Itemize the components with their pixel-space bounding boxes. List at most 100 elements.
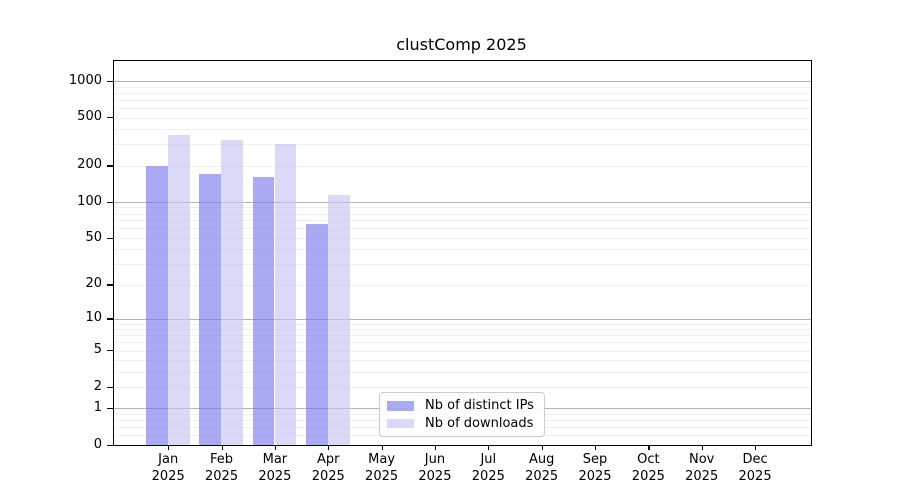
x-axis-tick bbox=[381, 445, 383, 451]
x-axis-tick-label: Jun 2025 bbox=[403, 452, 467, 485]
bar-feb-downloads bbox=[221, 140, 243, 445]
bar-apr-distinct-ips bbox=[306, 224, 328, 445]
x-axis-tick-label: Aug 2025 bbox=[510, 452, 574, 485]
y-axis-tick bbox=[107, 444, 113, 446]
x-label-month: Aug bbox=[528, 452, 555, 467]
x-label-month: Apr bbox=[317, 452, 340, 467]
y-axis-tick-label: 1000 bbox=[68, 72, 102, 88]
x-label-year: 2025 bbox=[471, 468, 505, 484]
x-label-year: 2025 bbox=[151, 468, 185, 484]
minor-gridline bbox=[114, 144, 811, 146]
x-axis-tick-label: Sep 2025 bbox=[563, 452, 627, 485]
minor-gridline bbox=[114, 335, 811, 337]
minor-gridline bbox=[114, 228, 811, 230]
minor-gridline bbox=[114, 249, 811, 251]
bar-feb-distinct-ips bbox=[199, 173, 222, 445]
x-axis-tick bbox=[541, 445, 543, 451]
chart-title: clustComp 2025 bbox=[396, 35, 527, 54]
minor-gridline bbox=[114, 99, 811, 101]
x-axis-tick bbox=[221, 445, 223, 451]
legend-swatch-distinct-ips bbox=[387, 401, 414, 411]
minor-gridline bbox=[114, 323, 811, 325]
x-label-month: Dec bbox=[742, 452, 768, 467]
x-axis-tick-label: Mar 2025 bbox=[243, 452, 307, 485]
y-axis-tick-label: 0 bbox=[93, 436, 102, 452]
x-label-month: Sep bbox=[582, 452, 608, 467]
x-label-year: 2025 bbox=[578, 468, 612, 484]
minor-gridline bbox=[114, 86, 811, 88]
minor-gridline bbox=[114, 371, 811, 373]
x-axis-tick bbox=[434, 445, 437, 451]
y-axis-tick bbox=[107, 408, 113, 410]
minor-gridline bbox=[114, 220, 811, 222]
minor-gridline bbox=[114, 350, 811, 352]
x-axis-tick bbox=[701, 445, 703, 451]
y-axis-tick-label: 500 bbox=[77, 109, 102, 125]
bar-jan-downloads bbox=[167, 135, 190, 445]
x-axis-tick-label: Dec 2025 bbox=[723, 452, 787, 485]
x-axis-tick bbox=[328, 445, 330, 451]
y-axis-tick-label: 20 bbox=[85, 276, 102, 292]
plot-area bbox=[113, 60, 812, 446]
y-axis-tick bbox=[107, 386, 113, 388]
x-label-year: 2025 bbox=[258, 468, 292, 484]
minor-gridline bbox=[114, 387, 811, 389]
minor-gridline bbox=[114, 213, 811, 215]
major-gridline bbox=[114, 318, 811, 320]
minor-gridline bbox=[114, 360, 811, 362]
y-axis-tick bbox=[107, 350, 113, 352]
x-axis-tick bbox=[755, 445, 757, 451]
y-axis-tick bbox=[107, 201, 113, 203]
y-axis-tick-label: 50 bbox=[85, 229, 102, 245]
minor-gridline bbox=[114, 165, 811, 167]
legend-swatch-downloads bbox=[387, 418, 414, 428]
minor-gridline bbox=[114, 342, 811, 344]
minor-gridline bbox=[114, 129, 811, 131]
x-axis-tick bbox=[648, 445, 650, 451]
legend-label: Nb of downloads bbox=[425, 415, 534, 431]
legend-item: Nb of downloads bbox=[387, 415, 537, 433]
x-axis-tick bbox=[595, 445, 597, 451]
major-gridline bbox=[114, 81, 811, 83]
x-label-year: 2025 bbox=[525, 468, 559, 484]
y-axis-tick bbox=[107, 165, 113, 167]
minor-gridline bbox=[114, 207, 811, 209]
y-axis-tick bbox=[107, 318, 113, 320]
x-axis-tick-label: Jul 2025 bbox=[456, 452, 520, 485]
bar-mar-distinct-ips bbox=[252, 177, 275, 445]
x-axis-tick-label: Feb 2025 bbox=[190, 452, 254, 485]
bar-jan-distinct-ips bbox=[146, 165, 168, 445]
legend: Nb of distinct IPs Nb of downloads bbox=[379, 392, 545, 437]
minor-gridline bbox=[114, 284, 811, 286]
x-label-month: Jul bbox=[480, 452, 497, 467]
x-label-year: 2025 bbox=[685, 468, 719, 484]
minor-gridline bbox=[114, 92, 811, 94]
y-axis-tick bbox=[107, 284, 113, 286]
y-axis-tick-label: 2 bbox=[93, 378, 102, 394]
x-label-month: Oct bbox=[637, 452, 660, 467]
bar-mar-downloads bbox=[274, 144, 297, 445]
y-axis-tick-label: 1 bbox=[93, 400, 102, 416]
x-label-month: Nov bbox=[689, 452, 715, 467]
x-label-month: Mar bbox=[262, 452, 288, 467]
minor-gridline bbox=[114, 117, 811, 119]
y-axis-tick-label: 10 bbox=[85, 310, 102, 326]
y-axis-tick bbox=[107, 117, 113, 119]
y-axis-tick bbox=[107, 80, 113, 82]
x-label-year: 2025 bbox=[631, 468, 665, 484]
x-axis-tick-label: Jan 2025 bbox=[136, 452, 200, 485]
x-axis-tick bbox=[488, 445, 490, 451]
bar-apr-downloads bbox=[327, 195, 350, 445]
minor-gridline bbox=[114, 237, 811, 239]
x-axis-tick bbox=[274, 445, 277, 451]
major-gridline bbox=[114, 201, 811, 203]
x-label-year: 2025 bbox=[365, 468, 399, 484]
x-axis-tick-label: Nov 2025 bbox=[670, 452, 734, 485]
legend-label: Nb of distinct IPs bbox=[425, 398, 534, 414]
x-label-year: 2025 bbox=[311, 468, 345, 484]
minor-gridline bbox=[114, 264, 811, 266]
x-axis-tick bbox=[168, 445, 170, 451]
x-axis-tick-label: Oct 2025 bbox=[616, 452, 680, 485]
y-axis-tick bbox=[107, 237, 113, 239]
